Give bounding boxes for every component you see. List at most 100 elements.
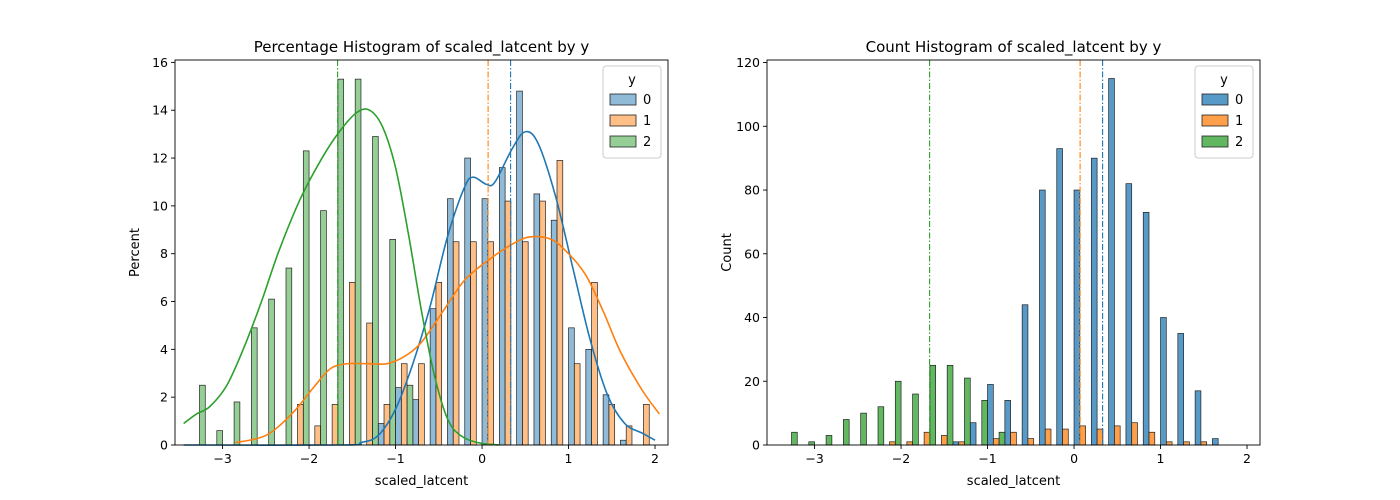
legend: y0 1 2 bbox=[602, 65, 662, 159]
bar-2-3 bbox=[251, 327, 258, 446]
series-2-bars bbox=[791, 364, 1006, 446]
bar-2-10 bbox=[372, 136, 379, 446]
bar-0-8 bbox=[516, 90, 523, 446]
bar-0-10 bbox=[1125, 183, 1133, 446]
kde-curve-0 bbox=[183, 130, 656, 446]
bar-1-11 bbox=[1096, 428, 1104, 446]
bar-1-5 bbox=[992, 438, 1000, 446]
kde-curve-2 bbox=[183, 108, 500, 446]
bar-2-6 bbox=[894, 380, 902, 446]
bar-0-1 bbox=[969, 422, 977, 446]
bar-0-12 bbox=[585, 349, 592, 446]
bar-1-17 bbox=[1200, 441, 1208, 446]
bar-0-13 bbox=[1177, 333, 1184, 446]
bar-1-0 bbox=[889, 441, 896, 446]
legend-title: y bbox=[1220, 73, 1228, 88]
series-0-bars bbox=[377, 90, 627, 446]
bar-1-9 bbox=[452, 241, 460, 446]
y-tick-label: 2 bbox=[160, 390, 168, 405]
bar-1-1 bbox=[906, 441, 913, 446]
bar-1-20 bbox=[643, 404, 650, 446]
bar-1-15 bbox=[1165, 441, 1173, 446]
legend-swatch-2 bbox=[609, 135, 637, 148]
bar-2-8 bbox=[337, 78, 345, 446]
bar-1-10 bbox=[1079, 425, 1086, 446]
bar-1-7 bbox=[1027, 438, 1035, 446]
bar-1-3 bbox=[941, 435, 948, 446]
chart-title: Count Histogram of scaled_latcent by y bbox=[866, 38, 1162, 57]
chart-title: Percentage Histogram of scaled_latcent b… bbox=[254, 38, 590, 57]
bar-2-8 bbox=[929, 364, 937, 446]
legend-swatch-0 bbox=[1201, 93, 1229, 106]
bar-0-6 bbox=[1056, 148, 1063, 446]
bar-1-6 bbox=[1010, 431, 1017, 446]
bar-2-7 bbox=[320, 210, 327, 446]
bar-2-4 bbox=[268, 298, 275, 446]
bar-2-10 bbox=[964, 377, 971, 446]
bar-2-7 bbox=[912, 393, 919, 446]
y-tick-label: 100 bbox=[736, 119, 760, 134]
bar-1-13 bbox=[1131, 422, 1138, 446]
x-axis-label: scaled_latcent bbox=[375, 474, 468, 489]
bar-0-7 bbox=[498, 167, 506, 446]
bar-1-2 bbox=[923, 431, 931, 446]
x-tick-label: −2 bbox=[892, 451, 910, 466]
bar-0-3 bbox=[1004, 400, 1011, 446]
kde-curve-1 bbox=[235, 235, 660, 444]
bar-1-12 bbox=[504, 200, 512, 446]
axes-frame bbox=[174, 59, 669, 446]
x-tick-label: 0 bbox=[478, 451, 486, 466]
bar-2-0 bbox=[791, 431, 798, 446]
legend-label-0: 0 bbox=[1235, 93, 1243, 108]
bar-2-12 bbox=[998, 431, 1006, 446]
x-tick-label: −1 bbox=[978, 451, 996, 466]
bar-0-7 bbox=[1073, 189, 1081, 446]
y-tick-label: 0 bbox=[752, 438, 760, 453]
legend-box bbox=[602, 65, 662, 159]
bar-2-2 bbox=[825, 435, 833, 446]
x-tick-label: 2 bbox=[1243, 451, 1251, 466]
bar-2-1 bbox=[808, 441, 815, 446]
bar-0-15 bbox=[1212, 438, 1219, 446]
bar-1-0 bbox=[297, 404, 304, 446]
bar-0-13 bbox=[602, 394, 610, 446]
legend-swatch-0 bbox=[609, 93, 637, 106]
bar-0-9 bbox=[1108, 78, 1115, 446]
bar-2-1 bbox=[216, 430, 223, 446]
legend-swatch-2 bbox=[1201, 135, 1229, 148]
bar-1-18 bbox=[608, 404, 616, 446]
y-tick-label: 120 bbox=[736, 55, 760, 70]
y-tick-label: 4 bbox=[160, 342, 168, 357]
bar-1-4 bbox=[958, 441, 965, 446]
bar-0-10 bbox=[550, 219, 558, 446]
bar-0-8 bbox=[1090, 157, 1098, 446]
y-tick-label: 40 bbox=[744, 310, 760, 325]
legend-label-1: 1 bbox=[643, 114, 651, 129]
bar-1-4 bbox=[366, 322, 373, 446]
series-1-bars bbox=[889, 422, 1208, 446]
bar-0-12 bbox=[1160, 317, 1167, 446]
bar-2-2 bbox=[233, 401, 241, 446]
bar-1-8 bbox=[1044, 428, 1052, 446]
bar-0-11 bbox=[1142, 211, 1150, 446]
y-tick-label: 80 bbox=[744, 183, 760, 198]
y-tick-label: 0 bbox=[160, 438, 168, 453]
x-tick-label: −3 bbox=[213, 451, 231, 466]
bar-2-4 bbox=[860, 412, 867, 446]
bar-0-9 bbox=[533, 193, 541, 446]
y-tick-label: 6 bbox=[160, 294, 168, 309]
bar-0-6 bbox=[481, 198, 489, 446]
x-tick-label: 0 bbox=[1070, 451, 1078, 466]
series-2-bars bbox=[199, 78, 414, 446]
bar-1-12 bbox=[1114, 425, 1121, 446]
bar-1-16 bbox=[573, 363, 581, 446]
bar-1-6 bbox=[400, 363, 408, 446]
legend-label-0: 0 bbox=[643, 93, 651, 108]
y-axis-label: Percent bbox=[128, 228, 143, 277]
y-axis-label: Count bbox=[720, 233, 735, 272]
bar-2-0 bbox=[199, 384, 206, 446]
bar-2-6 bbox=[302, 150, 310, 446]
legend-box bbox=[1194, 65, 1254, 159]
